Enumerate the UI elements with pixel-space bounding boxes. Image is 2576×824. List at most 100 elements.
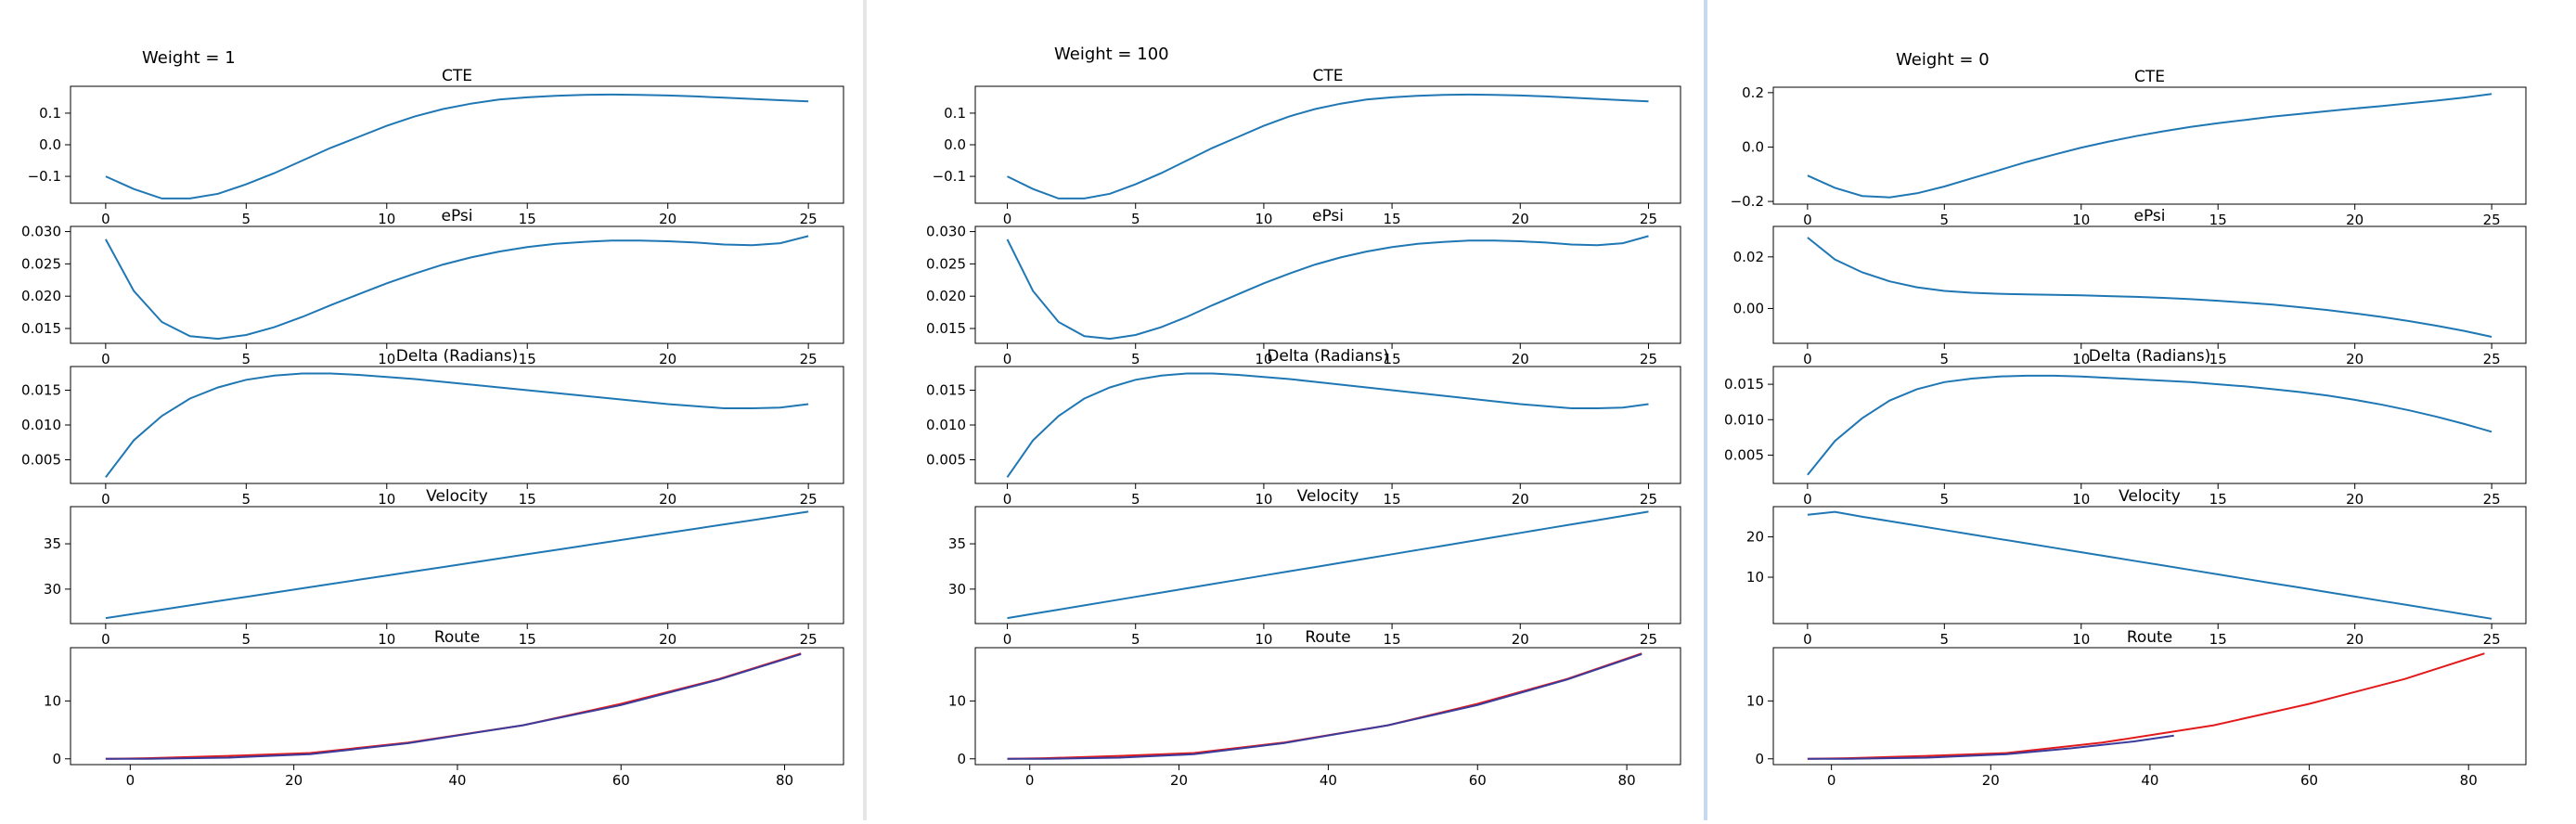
x-tick-label: 40	[448, 772, 466, 789]
y-tick-label: 0.0	[944, 136, 966, 153]
series-line-epsi-line	[1807, 237, 2492, 338]
series-line-velocity-line	[105, 510, 809, 620]
x-tick-label: 25	[2483, 351, 2501, 367]
x-tick-label: 0	[1803, 212, 1812, 228]
x-tick-label: 0	[1003, 351, 1012, 367]
x-tick-label: 0	[1803, 631, 1812, 648]
y-tick-label: 0.0	[39, 136, 61, 153]
series-line-epsi-line	[1006, 235, 1649, 341]
x-tick-label: 15	[2209, 212, 2227, 228]
series-line-route-route_pred	[105, 652, 802, 760]
y-tick-label: 0.2	[1742, 84, 1764, 101]
y-tick-label: 10	[1746, 692, 1764, 709]
x-tick-label: 20	[2346, 212, 2363, 228]
axes-frame-cte	[1772, 86, 2527, 205]
x-tick-label: 20	[659, 491, 676, 508]
subplot-title-epsi: ePsi	[2134, 207, 2166, 225]
x-tick-label: 5	[242, 351, 251, 367]
subplot-epsi: ePsi 0 5 10 15 20 25 0.015 0.020 0.025 0.030	[926, 207, 1681, 367]
x-tick-label: 20	[1512, 211, 1529, 227]
x-tick-label: 60	[2300, 772, 2318, 789]
x-tick-label: 20	[659, 631, 676, 648]
x-tick-label: 60	[1469, 772, 1487, 789]
y-tick-label: 0.005	[1724, 446, 1764, 463]
figure-weight-1: Weight = 1 CTE 0 5 10 15 20 25 −0.1 0.0 0.1 ePsi 0 5 1…	[21, 48, 844, 789]
subplot-route: Route 0 20 40 60 80 0 10	[44, 628, 844, 789]
subplot-title-route: Route	[2127, 628, 2172, 647]
x-tick-label: 25	[1640, 351, 1657, 367]
series-line-velocity-line	[1807, 510, 2492, 620]
subplot-title-delta-radians: Delta (Radians)	[2089, 347, 2210, 366]
axes-frame-epsi	[1772, 225, 2527, 344]
x-tick-label: 25	[800, 211, 818, 227]
x-tick-label: 5	[1940, 491, 1950, 508]
x-tick-label: 10	[378, 211, 395, 227]
subplot-delta-radians: Delta (Radians) 0 5 10 15 20 25 0.005 0.010 0.015	[21, 347, 844, 508]
series-line-route-route_pred	[1007, 652, 1642, 760]
x-tick-label: 10	[2072, 491, 2090, 508]
x-tick-label: 25	[1640, 491, 1657, 508]
x-tick-label: 0	[101, 351, 110, 367]
x-tick-label: 10	[1255, 491, 1272, 508]
y-tick-label: 30	[948, 581, 966, 598]
axes-frame-epsi	[70, 225, 844, 344]
subplot-cte: CTE 0 5 10 15 20 25 −0.1 0.0 0.1	[933, 67, 1681, 227]
y-tick-label: 0.010	[1724, 411, 1764, 428]
x-tick-label: 5	[242, 631, 251, 648]
x-tick-label: 20	[659, 351, 676, 367]
y-tick-label: 0.020	[926, 288, 966, 304]
x-tick-label: 25	[800, 351, 818, 367]
y-tick-label: 35	[948, 535, 966, 552]
subplot-title-epsi: ePsi	[442, 207, 473, 225]
x-tick-label: 10	[2072, 212, 2090, 228]
subplot-title-route: Route	[434, 628, 480, 647]
weight-label-weight-100: Weight = 100	[1054, 45, 1169, 64]
subplot-title-delta-radians: Delta (Radians)	[396, 347, 518, 366]
y-tick-label: 0.015	[926, 382, 966, 399]
subplot-cte: CTE 0 5 10 15 20 25 −0.2 0.0 0.2	[1731, 68, 2527, 228]
x-tick-label: 15	[519, 211, 536, 227]
x-tick-label: 0	[1025, 772, 1035, 789]
x-tick-label: 25	[800, 631, 818, 648]
y-tick-label: 0.030	[21, 224, 61, 240]
subplot-title-cte: CTE	[2134, 68, 2165, 86]
x-tick-label: 20	[2346, 631, 2363, 648]
x-tick-label: 0	[1003, 631, 1012, 648]
subplot-epsi: ePsi 0 5 10 15 20 25 0.015 0.020 0.025 0.030	[21, 207, 844, 367]
x-tick-label: 20	[1512, 491, 1529, 508]
x-tick-label: 40	[1320, 772, 1337, 789]
y-tick-label: 0	[1755, 751, 1764, 767]
subplot-title-route: Route	[1305, 628, 1350, 647]
panel-weight-0: Weight = 0 CTE 0 5 10 15 20 25 −0.2 0.0 0.2 ePsi 0 5 1…	[1707, 0, 2576, 820]
axes-frame-cte	[70, 85, 844, 204]
series-line-delta-radians-line	[105, 372, 809, 478]
weight-label-weight-1: Weight = 1	[142, 48, 236, 68]
x-tick-label: 40	[2141, 772, 2158, 789]
y-tick-label: 0.015	[21, 320, 61, 337]
x-tick-label: 0	[1803, 491, 1812, 508]
x-tick-label: 0	[1803, 351, 1812, 367]
x-tick-label: 25	[1640, 631, 1657, 648]
y-tick-label: 0.030	[926, 224, 966, 240]
y-tick-label: 0.005	[926, 452, 966, 469]
axes-frame-velocity	[974, 506, 1681, 624]
x-tick-label: 0	[1003, 211, 1012, 227]
axes-frame-delta-radians	[1772, 366, 2527, 484]
axes-frame-velocity	[1772, 506, 2527, 624]
series-line-route-route_ref	[105, 652, 802, 760]
series-line-route-route_ref	[1807, 652, 2485, 760]
x-tick-label: 10	[2072, 351, 2090, 367]
x-tick-label: 15	[519, 491, 536, 508]
y-tick-label: 0.010	[926, 417, 966, 433]
x-tick-label: 10	[378, 491, 395, 508]
axes-frame-cte	[974, 85, 1681, 204]
x-tick-label: 15	[2209, 631, 2227, 648]
x-tick-label: 10	[378, 631, 395, 648]
y-tick-label: 0.015	[926, 320, 966, 337]
subplot-title-epsi: ePsi	[1312, 207, 1344, 225]
y-tick-label: 10	[1746, 569, 1764, 586]
x-tick-label: 25	[2483, 631, 2501, 648]
x-tick-label: 20	[1982, 772, 2000, 789]
x-tick-label: 20	[1170, 772, 1188, 789]
separator-right	[1704, 0, 1707, 820]
